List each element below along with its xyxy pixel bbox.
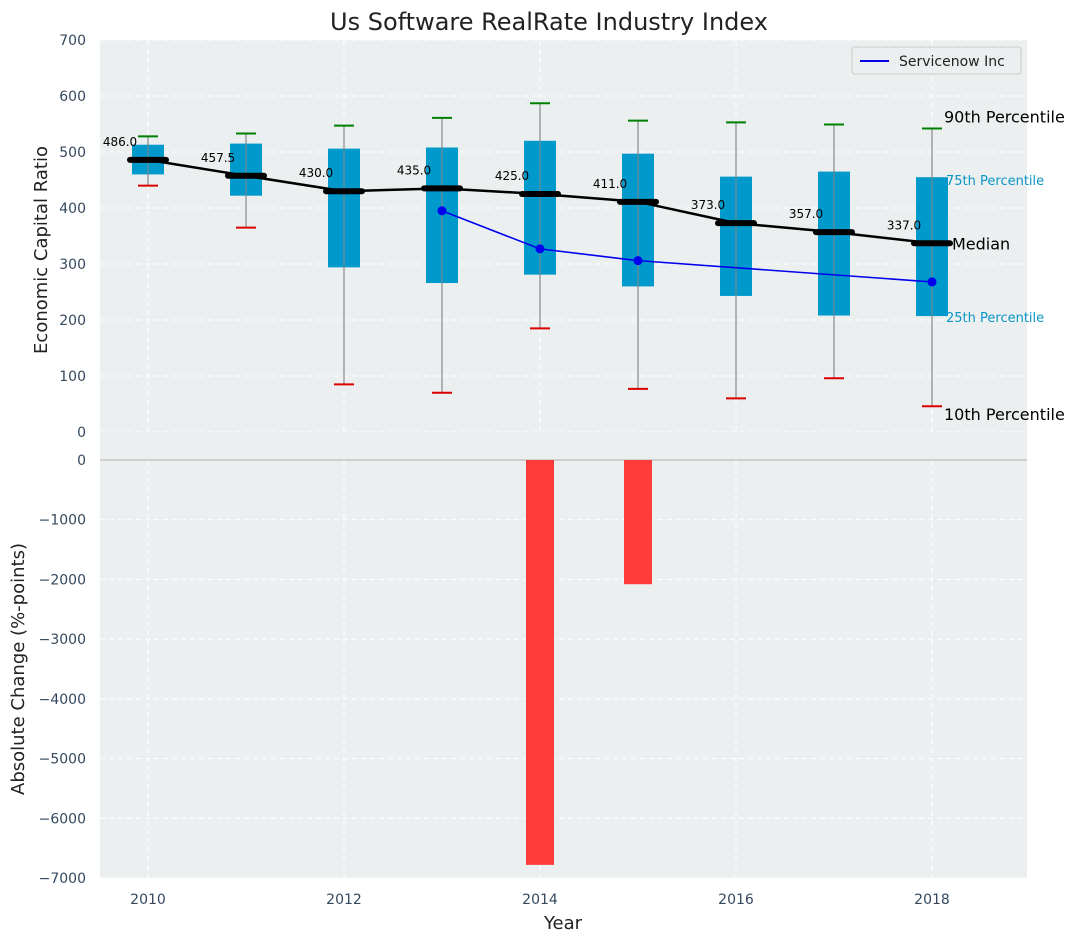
top-y-tick-label: 600 <box>59 89 86 105</box>
legend-box <box>851 46 1022 75</box>
bottom-y-axis-label: Absolute Change (%-points) <box>8 543 29 795</box>
annotation-median: Median <box>952 234 1010 253</box>
top-y-tick-label: 700 <box>59 33 86 49</box>
bottom-y-tick-label: −1000 <box>39 513 86 529</box>
median-value-label: 337.0 <box>887 218 921 232</box>
bar-2015 <box>624 460 652 585</box>
x-tick-label: 2014 <box>522 892 558 908</box>
annotation-p75: 75th Percentile <box>946 174 1044 189</box>
top-y-tick-label: 500 <box>59 145 86 161</box>
bottom-y-tick-label: −2000 <box>39 572 86 588</box>
box-plot-panel: 0 100 200 300 400 500 600 700 486.0 457.5 430.0 43… <box>31 33 1065 441</box>
bottom-y-tick-label: −5000 <box>39 752 86 768</box>
percentile-annotations: 90th Percentile 75th Percentile Median 25th… <box>944 107 1065 424</box>
bottom-y-tick-labels: 0 −1000 −2000 −3000 −4000 −5000 −6000 −7000 <box>39 453 86 887</box>
x-axis-label: Year <box>543 913 583 934</box>
bars <box>526 460 652 865</box>
legend: Servicenow Inc <box>851 46 1022 75</box>
series-point <box>437 206 447 216</box>
median-trend-line <box>147 158 933 245</box>
bottom-y-tick-label: −7000 <box>39 871 86 887</box>
top-y-tick-label: 100 <box>59 369 86 385</box>
bottom-y-tick-label: −3000 <box>39 632 86 648</box>
median-value-label: 486.0 <box>103 135 137 149</box>
top-y-tick-label: 0 <box>77 425 86 441</box>
x-tick-label: 2012 <box>326 892 362 908</box>
legend-label: Servicenow Inc <box>899 54 1005 70</box>
bar-2014 <box>526 460 554 865</box>
top-y-tick-label: 300 <box>59 257 86 273</box>
bottom-y-tick-label: −4000 <box>39 692 86 708</box>
median-value-label: 373.0 <box>691 198 725 212</box>
series-line <box>437 206 937 287</box>
median-value-label: 435.0 <box>397 163 431 177</box>
chart-title: Us Software RealRate Industry Index <box>330 8 768 36</box>
series-point <box>927 277 937 287</box>
median-value-labels: 486.0 457.5 430.0 435.0 425.0 411.0 373.0 357.0… <box>103 135 921 232</box>
top-y-tick-labels: 0 100 200 300 400 500 600 700 <box>59 33 86 441</box>
series-line-path <box>441 210 933 283</box>
bottom-plot-background <box>100 432 1027 878</box>
x-tick-label: 2018 <box>914 892 950 908</box>
annotation-p10: 10th Percentile <box>944 405 1065 424</box>
bottom-y-tick-label: −6000 <box>39 811 86 827</box>
series-point <box>633 256 643 266</box>
top-plot-background <box>100 40 1027 432</box>
box-2018 <box>911 127 953 408</box>
median-line <box>147 158 933 245</box>
bar-chart-panel: 0 −1000 −2000 −3000 −4000 −5000 −6000 −7000 201… <box>8 432 1027 934</box>
series-point <box>535 244 545 254</box>
top-y-tick-label: 200 <box>59 313 86 329</box>
x-tick-label: 2016 <box>718 892 754 908</box>
median-value-label: 457.5 <box>201 151 235 165</box>
x-tick-label: 2010 <box>130 892 166 908</box>
bottom-y-tick-label: 0 <box>77 453 86 469</box>
x-tick-labels: 2010 2012 2014 2016 2018 <box>130 892 950 908</box>
top-y-axis-label: Economic Capital Ratio <box>31 146 52 354</box>
annotation-p90: 90th Percentile <box>944 107 1065 126</box>
box-2017 <box>813 123 855 380</box>
top-y-tick-label: 400 <box>59 201 86 217</box>
boxes <box>127 102 953 408</box>
median-value-label: 425.0 <box>495 169 529 183</box>
median-value-label: 357.0 <box>789 207 823 221</box>
top-gridlines <box>100 39 1027 433</box>
median-value-label: 430.0 <box>299 166 333 180</box>
median-value-label: 411.0 <box>593 177 627 191</box>
annotation-p25: 25th Percentile <box>946 311 1044 326</box>
bottom-gridlines <box>100 459 1027 879</box>
